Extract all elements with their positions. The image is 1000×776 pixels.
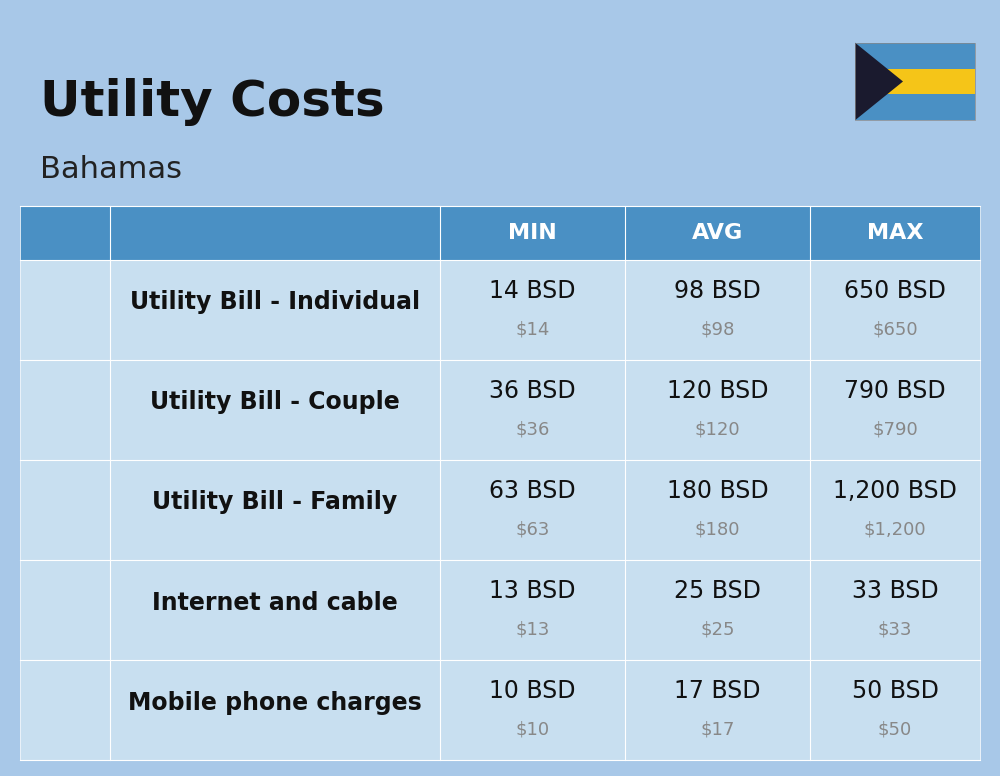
Text: $50: $50 bbox=[878, 721, 912, 739]
FancyBboxPatch shape bbox=[20, 460, 980, 560]
Text: $33: $33 bbox=[878, 621, 912, 639]
FancyBboxPatch shape bbox=[20, 560, 980, 660]
Text: $120: $120 bbox=[695, 421, 740, 438]
Text: 63 BSD: 63 BSD bbox=[489, 479, 576, 503]
Text: Utility Bill - Couple: Utility Bill - Couple bbox=[150, 390, 400, 414]
Text: 17 BSD: 17 BSD bbox=[674, 679, 761, 703]
FancyBboxPatch shape bbox=[855, 68, 975, 95]
Text: $180: $180 bbox=[695, 521, 740, 539]
Text: 14 BSD: 14 BSD bbox=[489, 279, 576, 303]
Text: MIN: MIN bbox=[508, 223, 557, 243]
Text: Utility Costs: Utility Costs bbox=[40, 78, 385, 126]
Text: $25: $25 bbox=[700, 621, 735, 639]
Text: Mobile phone charges: Mobile phone charges bbox=[128, 691, 422, 715]
Text: $650: $650 bbox=[872, 320, 918, 338]
Text: 10 BSD: 10 BSD bbox=[489, 679, 576, 703]
Text: 36 BSD: 36 BSD bbox=[489, 379, 576, 403]
Text: Internet and cable: Internet and cable bbox=[152, 591, 398, 615]
Text: AVG: AVG bbox=[692, 223, 743, 243]
Text: 25 BSD: 25 BSD bbox=[674, 579, 761, 603]
Text: 1,200 BSD: 1,200 BSD bbox=[833, 479, 957, 503]
FancyBboxPatch shape bbox=[20, 360, 980, 460]
Text: 33 BSD: 33 BSD bbox=[852, 579, 938, 603]
Text: 790 BSD: 790 BSD bbox=[844, 379, 946, 403]
Text: $790: $790 bbox=[872, 421, 918, 438]
FancyBboxPatch shape bbox=[855, 43, 975, 68]
Text: 98 BSD: 98 BSD bbox=[674, 279, 761, 303]
Text: 13 BSD: 13 BSD bbox=[489, 579, 576, 603]
Text: 120 BSD: 120 BSD bbox=[667, 379, 768, 403]
Text: $36: $36 bbox=[515, 421, 550, 438]
Text: $17: $17 bbox=[700, 721, 735, 739]
FancyBboxPatch shape bbox=[855, 95, 975, 120]
Text: Utility Bill - Individual: Utility Bill - Individual bbox=[130, 290, 420, 314]
Text: $10: $10 bbox=[515, 721, 550, 739]
Text: 50 BSD: 50 BSD bbox=[852, 679, 938, 703]
Text: Bahamas: Bahamas bbox=[40, 155, 182, 184]
Text: Utility Bill - Family: Utility Bill - Family bbox=[152, 490, 398, 514]
FancyBboxPatch shape bbox=[20, 260, 980, 360]
Polygon shape bbox=[855, 43, 903, 120]
FancyBboxPatch shape bbox=[20, 660, 980, 760]
Text: 180 BSD: 180 BSD bbox=[667, 479, 768, 503]
Text: $13: $13 bbox=[515, 621, 550, 639]
FancyBboxPatch shape bbox=[20, 206, 980, 260]
Text: 650 BSD: 650 BSD bbox=[844, 279, 946, 303]
Text: $1,200: $1,200 bbox=[864, 521, 926, 539]
Text: $63: $63 bbox=[515, 521, 550, 539]
Text: $98: $98 bbox=[700, 320, 735, 338]
Text: MAX: MAX bbox=[867, 223, 923, 243]
Text: $14: $14 bbox=[515, 320, 550, 338]
